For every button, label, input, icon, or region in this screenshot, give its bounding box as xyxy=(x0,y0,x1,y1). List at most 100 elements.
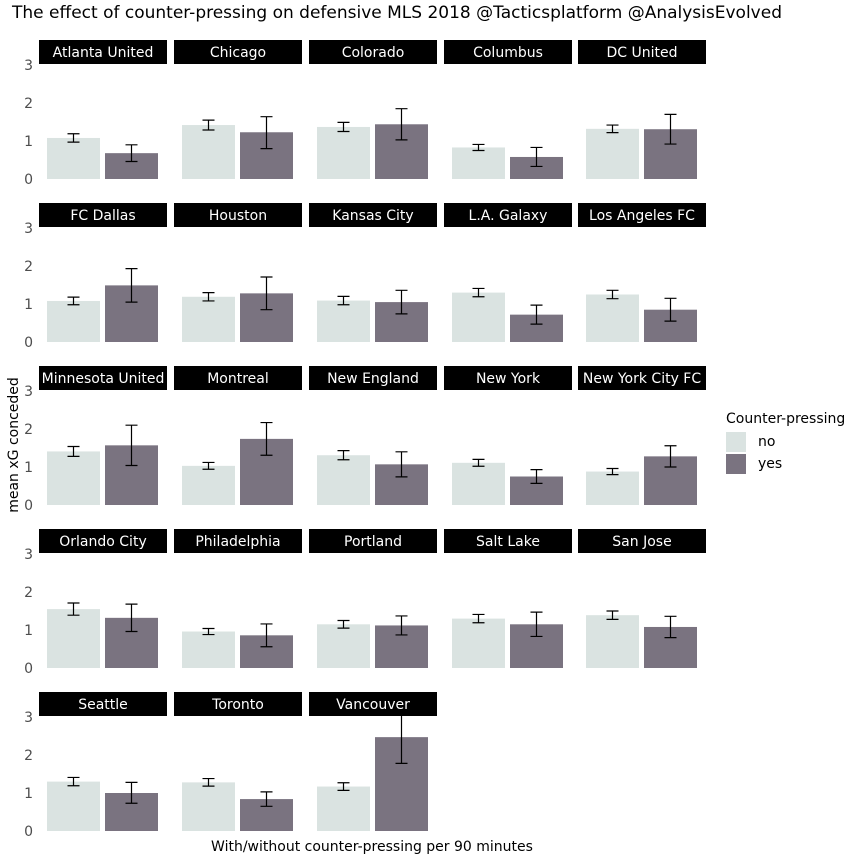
error-bar-minnesota-united-no xyxy=(67,445,80,457)
y-tick-label-row3-2: 2 xyxy=(24,422,33,438)
y-tick-label-row5-2: 2 xyxy=(24,748,33,764)
error-bar-new-england-no xyxy=(337,450,350,461)
error-bar-l-a-galaxy-no xyxy=(472,287,485,298)
error-bar-l-a-galaxy-yes xyxy=(530,304,543,325)
y-tick-label-row2-0: 0 xyxy=(24,335,33,351)
bar-vancouver-no xyxy=(317,786,370,831)
y-tick-label-row4-3: 3 xyxy=(24,547,33,563)
error-bar-montreal-yes xyxy=(260,421,273,456)
facet-label-philadelphia: Philadelphia xyxy=(195,534,280,550)
error-bar-portland-no xyxy=(337,619,350,629)
facet-strip-salt-lake xyxy=(444,529,572,553)
facet-strip-vancouver xyxy=(309,692,437,716)
facet-label-vancouver: Vancouver xyxy=(336,697,410,713)
facet-strip-montreal xyxy=(174,366,302,390)
y-tick-label-row2-1: 1 xyxy=(24,297,33,313)
bar-new-england-no xyxy=(317,455,370,505)
facet-label-new-york-city-fc: New York City FC xyxy=(583,371,702,387)
error-bar-san-jose-no xyxy=(606,610,619,620)
error-bar-salt-lake-yes xyxy=(530,611,543,638)
error-bar-dc-united-no xyxy=(606,124,619,134)
y-tick-label-row4-1: 1 xyxy=(24,623,33,639)
facet-label-dc-united: DC United xyxy=(606,45,677,61)
bar-salt-lake-no xyxy=(452,618,505,668)
legend-label-no: no xyxy=(758,434,776,450)
bar-fc-dallas-no xyxy=(47,300,100,342)
error-bar-houston-no xyxy=(202,292,215,302)
error-bar-chicago-yes xyxy=(260,116,273,150)
bar-los-angeles-fc-no xyxy=(586,294,639,342)
y-tick-label-row5-0: 0 xyxy=(24,824,33,840)
y-tick-label-row1-2: 2 xyxy=(24,96,33,112)
bar-chicago-no xyxy=(182,125,235,179)
bar-minnesota-united-no xyxy=(47,451,100,505)
facet-strip-minnesota-united xyxy=(39,366,167,390)
facet-label-toronto: Toronto xyxy=(211,697,264,713)
facet-label-orlando-city: Orlando City xyxy=(59,534,146,550)
error-bar-atlanta-united-no xyxy=(67,133,80,143)
error-bar-columbus-no xyxy=(472,143,485,152)
facet-strip-seattle xyxy=(39,692,167,716)
error-bar-fc-dallas-no xyxy=(67,296,80,306)
bar-san-jose-no xyxy=(586,615,639,668)
x-axis-label: With/without counter-pressing per 90 min… xyxy=(211,839,533,855)
error-bar-philadelphia-yes xyxy=(260,623,273,648)
facet-strip-dc-united xyxy=(578,40,706,64)
facet-label-montreal: Montreal xyxy=(207,371,269,387)
y-tick-label-row3-1: 1 xyxy=(24,460,33,476)
facet-label-minnesota-united: Minnesota United xyxy=(42,371,165,387)
facet-label-fc-dallas: FC Dallas xyxy=(70,208,135,224)
facet-label-seattle: Seattle xyxy=(78,697,128,713)
facet-strip-orlando-city xyxy=(39,529,167,553)
bar-atlanta-united-no xyxy=(47,137,100,179)
bar-kansas-city-no xyxy=(317,300,370,342)
y-axis-label: mean xG conceded xyxy=(6,377,22,513)
facet-label-los-angeles-fc: Los Angeles FC xyxy=(589,208,695,224)
error-bar-seattle-no xyxy=(67,776,80,787)
error-bar-colorado-no xyxy=(337,121,350,133)
y-tick-label-row2-2: 2 xyxy=(24,259,33,275)
legend-item-yes: yes xyxy=(726,453,845,475)
error-bar-new-york-no xyxy=(472,458,485,467)
facet-label-kansas-city: Kansas City xyxy=(332,208,413,224)
facet-label-columbus: Columbus xyxy=(473,45,543,61)
y-tick-label-row5-3: 3 xyxy=(24,710,33,726)
bar-columbus-yes xyxy=(510,156,563,179)
facet-strip-los-angeles-fc xyxy=(578,203,706,227)
y-tick-label-row5-1: 1 xyxy=(24,786,33,802)
error-bar-kansas-city-no xyxy=(337,295,350,306)
error-bar-new-york-city-fc-no xyxy=(606,467,619,476)
bar-montreal-no xyxy=(182,465,235,505)
facet-strip-new-york xyxy=(444,366,572,390)
facet-strip-colorado xyxy=(309,40,437,64)
legend-swatch-no xyxy=(726,432,746,452)
error-bar-portland-yes xyxy=(395,615,408,636)
error-bar-new-york-city-fc-yes xyxy=(664,445,677,468)
bar-philadelphia-no xyxy=(182,631,235,668)
facet-label-salt-lake: Salt Lake xyxy=(476,534,540,550)
error-bar-columbus-yes xyxy=(530,146,543,168)
error-bar-colorado-yes xyxy=(395,108,408,141)
facet-label-new-england: New England xyxy=(327,371,419,387)
bar-orlando-city-no xyxy=(47,609,100,668)
facet-strip-fc-dallas xyxy=(39,203,167,227)
error-bar-new-england-yes xyxy=(395,451,408,478)
error-bar-seattle-yes xyxy=(125,781,138,804)
facet-label-houston: Houston xyxy=(209,208,267,224)
y-tick-label-row3-3: 3 xyxy=(24,384,33,400)
facet-strip-toronto xyxy=(174,692,302,716)
error-bar-atlanta-united-yes xyxy=(125,144,138,163)
error-bar-philadelphia-no xyxy=(202,627,215,636)
legend-label-yes: yes xyxy=(758,456,783,472)
bar-toronto-no xyxy=(182,782,235,831)
legend-swatch-yes xyxy=(726,454,746,474)
facet-strip-new-england xyxy=(309,366,437,390)
y-tick-label-row1-0: 0 xyxy=(24,172,33,188)
facet-strip-chicago xyxy=(174,40,302,64)
facet-strip-l-a-galaxy xyxy=(444,203,572,227)
facet-label-san-jose: San Jose xyxy=(612,534,671,550)
bar-houston-no xyxy=(182,296,235,342)
facet-strip-columbus xyxy=(444,40,572,64)
legend-title: Counter-pressing xyxy=(726,411,846,427)
